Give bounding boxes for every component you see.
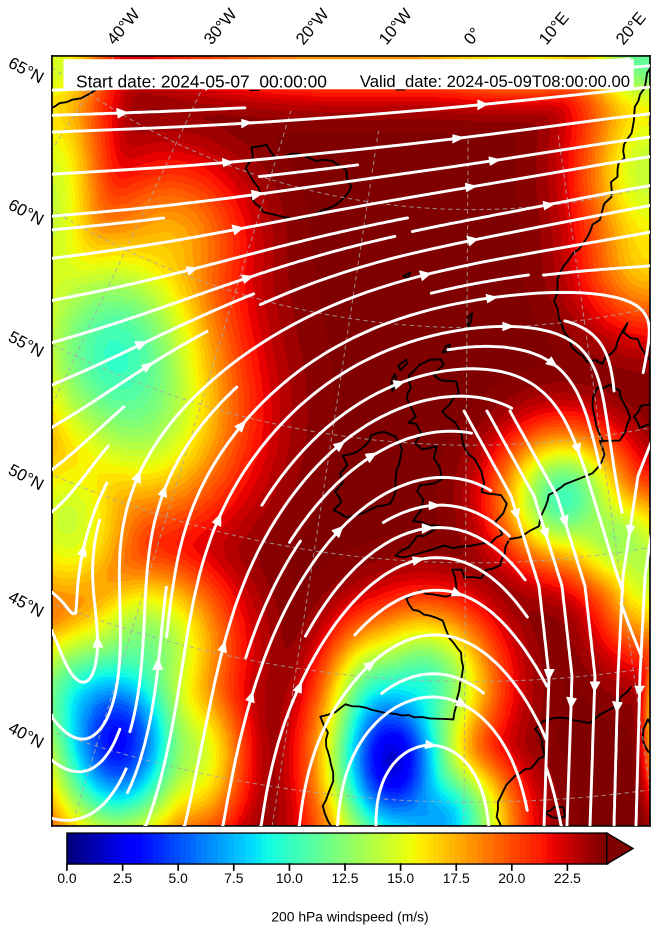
svg-text:Valid_date: 2024-05-09T08:00:0: Valid_date: 2024-05-09T08:00:00.00 [360,72,630,91]
svg-text:10.0: 10.0 [276,870,303,886]
svg-text:22.5: 22.5 [554,870,581,886]
svg-text:5.0: 5.0 [169,870,189,886]
svg-text:7.5: 7.5 [224,870,244,886]
svg-text:0.0: 0.0 [57,870,77,886]
svg-text:2.5: 2.5 [113,870,133,886]
svg-text:20.0: 20.0 [498,870,525,886]
svg-text:200 hPa windspeed (m/s): 200 hPa windspeed (m/s) [271,909,428,925]
svg-text:17.5: 17.5 [443,870,470,886]
svg-text:Start date: 2024-05-07_00:00:0: Start date: 2024-05-07_00:00:00 [76,71,327,91]
svg-text:12.5: 12.5 [331,870,358,886]
svg-text:15.0: 15.0 [387,870,414,886]
